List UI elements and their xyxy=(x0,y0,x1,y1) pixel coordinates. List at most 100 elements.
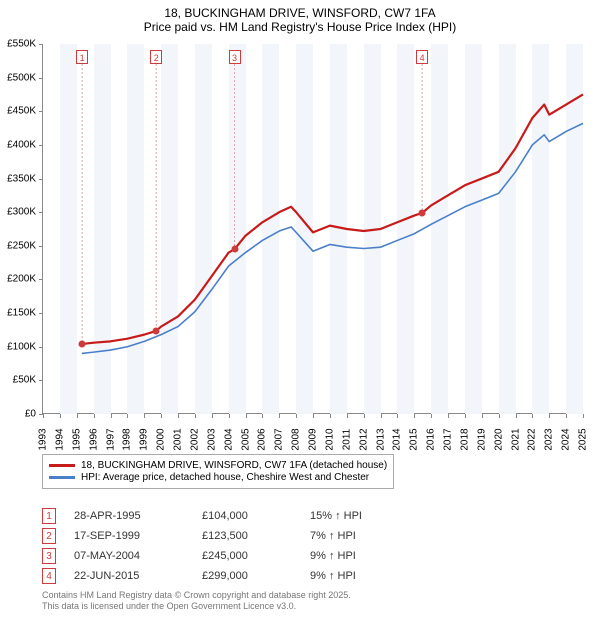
x-tick xyxy=(566,414,567,418)
x-tick xyxy=(77,414,78,418)
x-tick xyxy=(532,414,533,418)
x-axis-label: 2021 xyxy=(510,428,521,450)
chart: £0£50K£100K£150K£200K£250K£300K£350K£400… xyxy=(42,44,582,414)
x-axis-label: 2017 xyxy=(443,428,454,450)
x-tick xyxy=(43,414,44,418)
x-tick xyxy=(330,414,331,418)
x-axis-label: 1999 xyxy=(139,428,150,450)
sale-date: 07-MAY-2004 xyxy=(74,550,184,562)
chart-lines xyxy=(43,44,583,414)
x-tick xyxy=(161,414,162,418)
x-tick xyxy=(583,414,584,418)
x-tick xyxy=(229,414,230,418)
sale-date: 22-JUN-2015 xyxy=(74,570,184,582)
y-axis-label: £400K xyxy=(7,139,36,150)
x-tick xyxy=(94,414,95,418)
legend-item: 18, BUCKINGHAM DRIVE, WINSFORD, CW7 1FA … xyxy=(49,460,387,471)
x-axis-label: 2016 xyxy=(426,428,437,450)
table-row: 3 07-MAY-2004 £245,000 9% ↑ HPI xyxy=(42,548,400,564)
sale-vs-hpi: 9% ↑ HPI xyxy=(310,550,400,562)
x-tick xyxy=(313,414,314,418)
legend-item: HPI: Average price, detached house, Ches… xyxy=(49,472,387,483)
table-row: 4 22-JUN-2015 £299,000 9% ↑ HPI xyxy=(42,568,400,584)
y-axis-label: £0 xyxy=(25,409,36,420)
sale-vs-hpi: 7% ↑ HPI xyxy=(310,530,400,542)
table-row: 128-APR-1995£104,00015% ↑ HPI xyxy=(42,508,400,524)
x-axis-label: 1998 xyxy=(122,428,133,450)
x-tick xyxy=(549,414,550,418)
legend: 18, BUCKINGHAM DRIVE, WINSFORD, CW7 1FA … xyxy=(42,454,394,489)
x-axis-label: 2020 xyxy=(493,428,504,450)
x-axis-label: 2011 xyxy=(341,429,352,451)
x-axis-label: 2004 xyxy=(223,428,234,450)
x-axis-label: 1995 xyxy=(71,428,82,450)
x-tick xyxy=(347,414,348,418)
x-axis-label: 2012 xyxy=(358,428,369,450)
x-tick xyxy=(414,414,415,418)
footer-line-1: Contains HM Land Registry data © Crown c… xyxy=(42,590,351,601)
x-axis-label: 2005 xyxy=(240,428,251,450)
marker-label: 4 xyxy=(416,50,428,64)
y-axis-label: £50K xyxy=(13,375,36,386)
x-axis-label: 2014 xyxy=(392,428,403,450)
x-axis-label: 1996 xyxy=(88,428,99,450)
x-tick xyxy=(111,414,112,418)
sale-price: £104,000 xyxy=(202,510,292,522)
title-line-2: Price paid vs. HM Land Registry's House … xyxy=(0,20,600,34)
x-tick xyxy=(397,414,398,418)
y-axis-label: £200K xyxy=(7,274,36,285)
x-axis-label: 1997 xyxy=(105,428,116,450)
sale-vs-hpi: 15% ↑ HPI xyxy=(310,510,400,522)
sales-table: 128-APR-1995£104,00015% ↑ HPI217-SEP-199… xyxy=(42,504,400,588)
x-axis-label: 1994 xyxy=(54,428,65,450)
x-axis-label: 2024 xyxy=(561,428,572,450)
x-tick xyxy=(279,414,280,418)
x-axis-label: 2001 xyxy=(173,428,184,450)
table-row: 217-SEP-1999£123,5007% ↑ HPI xyxy=(42,528,400,544)
sale-vs-hpi: 9% ↑ HPI xyxy=(310,570,400,582)
x-tick xyxy=(516,414,517,418)
sale-point xyxy=(153,327,160,334)
x-tick xyxy=(262,414,263,418)
x-axis-label: 2025 xyxy=(578,428,589,450)
x-axis-label: 2019 xyxy=(476,428,487,450)
sale-marker-number: 3 xyxy=(42,548,56,564)
x-axis-label: 1993 xyxy=(38,428,49,450)
x-tick xyxy=(296,414,297,418)
sale-price: £299,000 xyxy=(202,570,292,582)
x-axis-label: 2000 xyxy=(156,428,167,450)
x-axis-label: 2008 xyxy=(291,428,302,450)
x-axis-label: 2015 xyxy=(409,428,420,450)
y-axis-label: £150K xyxy=(7,308,36,319)
x-tick xyxy=(465,414,466,418)
sale-price: £123,500 xyxy=(202,530,292,542)
title-line-1: 18, BUCKINGHAM DRIVE, WINSFORD, CW7 1FA xyxy=(0,6,600,20)
sale-price: £245,000 xyxy=(202,550,292,562)
x-axis-label: 2009 xyxy=(308,428,319,450)
page: 18, BUCKINGHAM DRIVE, WINSFORD, CW7 1FA … xyxy=(0,0,600,620)
y-axis-label: £250K xyxy=(7,240,36,251)
legend-label: HPI: Average price, detached house, Ches… xyxy=(81,472,369,483)
y-axis-label: £550K xyxy=(7,39,36,50)
y-axis-label: £500K xyxy=(7,72,36,83)
x-tick xyxy=(195,414,196,418)
legend-swatch xyxy=(49,476,75,479)
sale-point xyxy=(419,209,426,216)
x-axis-label: 2006 xyxy=(257,428,268,450)
legend-label: 18, BUCKINGHAM DRIVE, WINSFORD, CW7 1FA … xyxy=(81,460,387,471)
x-tick xyxy=(381,414,382,418)
legend-swatch xyxy=(49,464,75,467)
x-tick xyxy=(127,414,128,418)
x-tick xyxy=(60,414,61,418)
footer-line-2: This data is licensed under the Open Gov… xyxy=(42,601,351,612)
sale-marker-number: 4 xyxy=(42,568,56,584)
y-axis-label: £100K xyxy=(7,341,36,352)
y-axis-label: £450K xyxy=(7,106,36,117)
x-tick xyxy=(499,414,500,418)
x-axis-label: 2018 xyxy=(459,428,470,450)
x-axis-label: 2022 xyxy=(527,428,538,450)
sale-marker-number: 1 xyxy=(42,508,56,524)
x-axis-label: 2003 xyxy=(206,428,217,450)
x-tick xyxy=(144,414,145,418)
x-tick xyxy=(482,414,483,418)
